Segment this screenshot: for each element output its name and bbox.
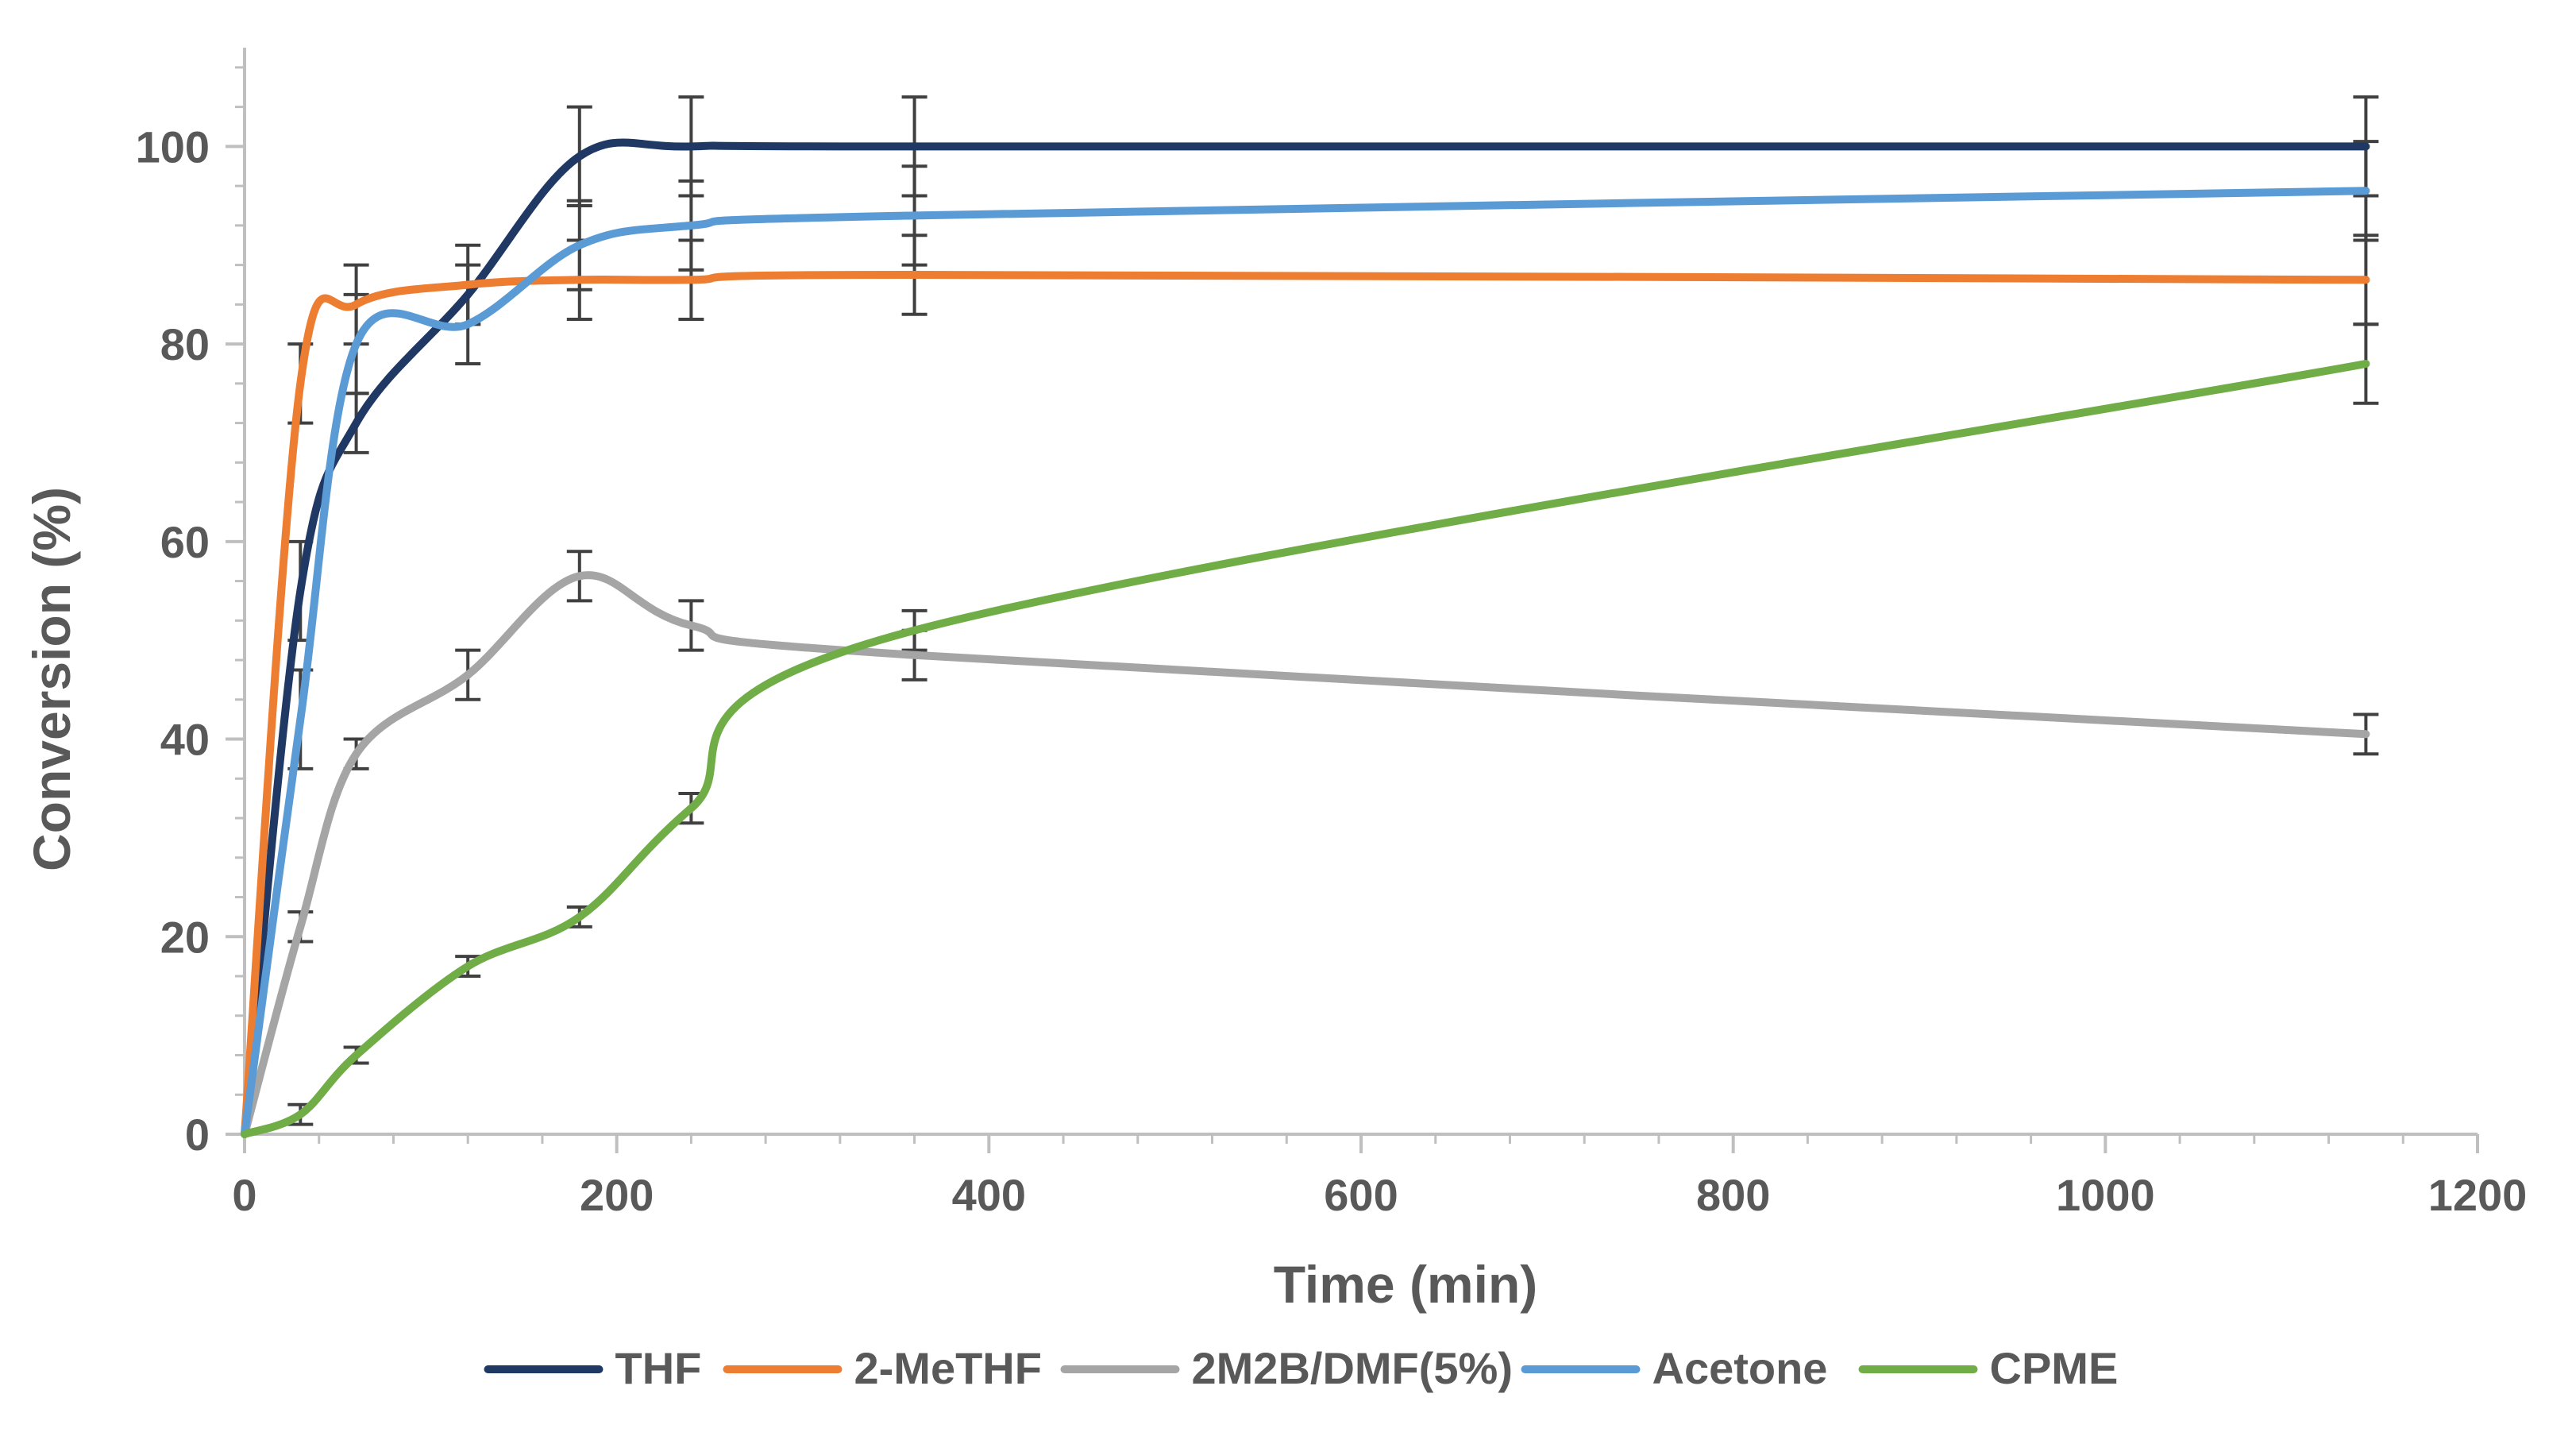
series-line-2m2b-dmf-5 <box>241 571 2370 1138</box>
legend: THF 2-MeTHF 2M2B/DMF(5%) Acetone CPME <box>484 1343 2119 1393</box>
x-tick-label: 800 <box>1696 1170 1770 1220</box>
legend-item-acetone: Acetone <box>1521 1343 1828 1393</box>
y-tick-label: 20 <box>160 912 210 962</box>
y-tick-label: 60 <box>160 517 210 567</box>
x-tick-label: 200 <box>580 1170 654 1220</box>
series-layer <box>241 138 2370 1138</box>
y-tick-label: 40 <box>160 715 210 765</box>
series-line-acetone <box>241 187 2370 1138</box>
legend-label: Acetone <box>1652 1343 1828 1393</box>
x-axis-title: Time (min) <box>1274 1255 1537 1314</box>
legend-item-2m2b-dmf-5: 2M2B/DMF(5%) <box>1060 1343 1513 1393</box>
legend-label: 2-MeTHF <box>854 1343 1042 1393</box>
x-tick-label: 1000 <box>2056 1170 2155 1220</box>
y-tick-label: 80 <box>160 319 210 369</box>
series-line-cpme <box>241 360 2370 1138</box>
x-tick-label: 1200 <box>2428 1170 2528 1220</box>
legend-item-2-methf: 2-MeTHF <box>723 1343 1042 1393</box>
error-bars-layer <box>287 95 2379 1126</box>
y-tick-label: 100 <box>136 122 210 172</box>
legend-label: 2M2B/DMF(5%) <box>1192 1343 1513 1393</box>
series-line-2-methf <box>241 271 2370 1138</box>
series-line-thf <box>241 138 2370 1138</box>
legend-item-thf: THF <box>484 1343 702 1393</box>
x-tick-label: 600 <box>1324 1170 1398 1220</box>
x-tick-label: 400 <box>952 1170 1026 1220</box>
legend-item-cpme: CPME <box>1858 1343 2119 1393</box>
x-tick-label: 0 <box>232 1170 256 1220</box>
y-axis-title: Conversion (%) <box>22 487 81 871</box>
y-tick-label: 0 <box>185 1110 210 1160</box>
legend-label: CPME <box>1990 1343 2119 1393</box>
legend-label: THF <box>615 1343 702 1393</box>
